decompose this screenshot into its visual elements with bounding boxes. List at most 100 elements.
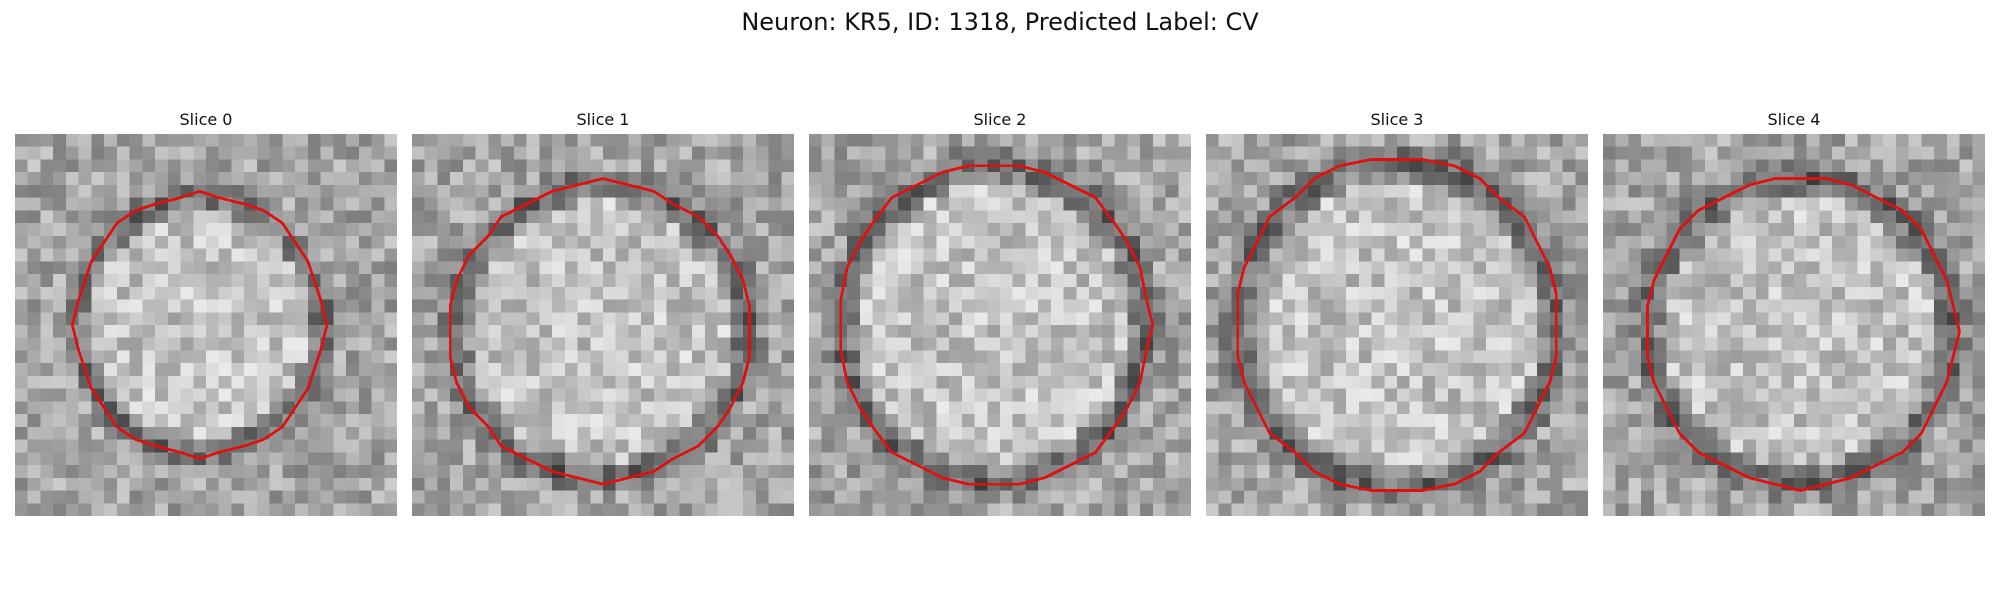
pixel [371, 337, 385, 351]
pixel [1959, 286, 1973, 300]
pixel [1076, 159, 1090, 173]
pixel [412, 439, 425, 453]
pixel [821, 210, 835, 224]
pixel [1012, 439, 1026, 453]
pixel [1883, 477, 1897, 491]
pixel [269, 184, 283, 198]
pixel [231, 401, 245, 415]
pixel [1768, 465, 1782, 479]
pixel [1371, 401, 1385, 415]
pixel [1844, 375, 1858, 389]
pixel [1409, 172, 1423, 186]
pixel [1857, 337, 1871, 351]
pixel [1794, 414, 1807, 428]
pixel [1781, 286, 1795, 300]
pixel [1498, 465, 1512, 479]
pixel [1832, 184, 1846, 198]
pixel [641, 426, 655, 440]
pixel [641, 439, 655, 453]
pixel [1870, 299, 1884, 313]
pixel [898, 401, 912, 415]
pixel [1883, 337, 1897, 351]
pixel [1447, 337, 1461, 351]
pixel [1320, 223, 1334, 237]
pixel [231, 286, 245, 300]
pixel [358, 299, 372, 313]
slice-image-4 [1603, 134, 1985, 516]
pixel [78, 235, 92, 249]
pixel [666, 465, 680, 479]
pixel [1409, 312, 1423, 326]
pixel [552, 414, 566, 428]
pixel [1921, 388, 1935, 402]
pixel [526, 426, 540, 440]
pixel [552, 210, 566, 224]
pixel [552, 325, 566, 338]
pixel [1524, 261, 1538, 275]
pixel [307, 172, 321, 186]
pixel [475, 146, 489, 160]
pixel [1063, 490, 1077, 504]
pixel [628, 452, 642, 466]
pixel [1870, 223, 1884, 237]
pixel [1794, 477, 1807, 491]
pixel [961, 503, 975, 516]
pixel [1794, 388, 1807, 402]
slice-panel-4: Slice 4 [1603, 110, 1985, 516]
pixel [781, 477, 794, 491]
pixel [295, 337, 309, 351]
pixel [590, 159, 604, 173]
pixel [1832, 210, 1846, 224]
pixel [1857, 172, 1871, 186]
pixel [1755, 363, 1769, 377]
pixel [1679, 312, 1693, 326]
pixel [1717, 299, 1731, 313]
pixel [256, 134, 270, 147]
pixel [923, 375, 937, 389]
pixel [1473, 146, 1487, 160]
pixel [1883, 184, 1897, 198]
pixel [1000, 210, 1013, 224]
pixel [371, 350, 385, 364]
pixel [1244, 210, 1258, 224]
pixel [180, 350, 194, 364]
pixel [1743, 503, 1757, 516]
pixel [743, 477, 757, 491]
pixel [1870, 274, 1884, 288]
pixel [231, 426, 245, 440]
pixel [809, 477, 822, 491]
pixel [781, 184, 794, 198]
pixel [1460, 363, 1474, 377]
pixel [1603, 223, 1616, 237]
pixel [834, 210, 848, 224]
pixel [1206, 325, 1219, 338]
pixel [256, 286, 270, 300]
pixel [577, 299, 591, 313]
pixel [437, 172, 451, 186]
pixel [1127, 490, 1141, 504]
pixel [1206, 223, 1219, 237]
pixel [475, 134, 489, 147]
pixel [1959, 172, 1973, 186]
pixel [1152, 312, 1166, 326]
pixel [781, 375, 794, 389]
pixel [1127, 159, 1141, 173]
pixel [1743, 490, 1757, 504]
pixel [755, 452, 769, 466]
pixel [1307, 299, 1321, 313]
pixel [1717, 439, 1731, 453]
pixel [295, 184, 309, 198]
pixel [1000, 286, 1013, 300]
pixel [256, 439, 270, 453]
pixel [1089, 210, 1103, 224]
pixel [15, 426, 28, 440]
pixel [1692, 337, 1706, 351]
pixel [501, 337, 515, 351]
pixel [730, 439, 744, 453]
pixel [730, 337, 744, 351]
pixel [116, 477, 130, 491]
pixel [1460, 286, 1474, 300]
pixel [1358, 439, 1372, 453]
pixel [231, 350, 245, 364]
pixel [450, 401, 464, 415]
